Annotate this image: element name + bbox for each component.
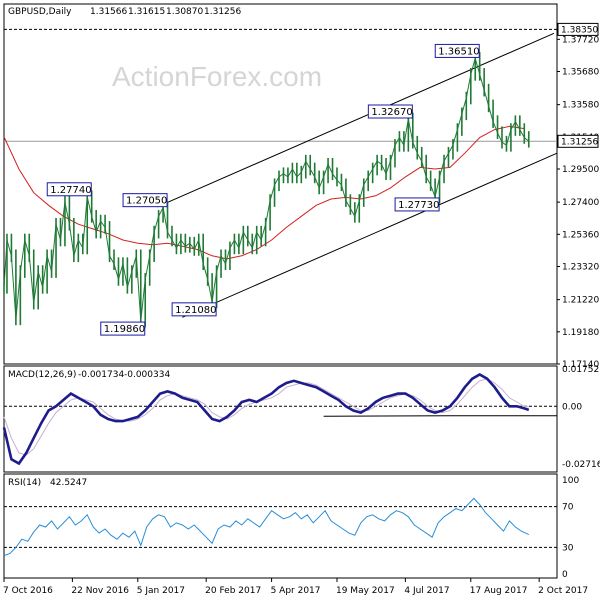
- macd-panel-frame: [3, 365, 558, 473]
- x-tick-label: 2 Oct 2017: [538, 586, 588, 596]
- symbol-label: GBPUSD,Daily: [8, 7, 72, 17]
- price-tick-label: 1.21220: [562, 296, 599, 306]
- level-callout-box: [46, 182, 92, 197]
- resistance-level-tag: [557, 22, 599, 36]
- ohlc-high: 1.31615: [128, 7, 165, 17]
- price-tick-label: 1.23320: [562, 263, 599, 273]
- macd-main-line: [2, 373, 530, 466]
- price-panel-frame: [3, 3, 558, 365]
- price-line: [3, 56, 530, 322]
- price-tick-label: 1.19180: [562, 328, 599, 338]
- channel-upper-line: [156, 32, 555, 208]
- x-tick-label: 5 Jan 2017: [137, 586, 185, 596]
- channel-lower-line: [182, 152, 558, 318]
- macd-value-signal: -0.000334: [124, 370, 170, 380]
- level-callout-label: 1.32670: [371, 107, 412, 118]
- macd-tick-label: 0.017521: [562, 365, 600, 375]
- macd-tick-label: 0.00: [562, 402, 582, 412]
- macd-signal-line: [3, 378, 529, 456]
- level-callout-label: 1.36510: [438, 46, 479, 57]
- price-tick-label: 1.37720: [562, 35, 599, 45]
- level-callout-box: [100, 321, 146, 336]
- x-tick-label: 20 Feb 2017: [205, 586, 261, 596]
- macd-tick-label: -0.027169: [562, 460, 600, 470]
- price-tick-label: 1.27400: [562, 198, 599, 208]
- level-callout-label: 1.21080: [175, 305, 216, 316]
- level-callout-label: 1.27740: [50, 185, 91, 196]
- level-callout-box: [394, 197, 440, 212]
- x-tick-label: 7 Oct 2016: [3, 586, 53, 596]
- rsi-panel-frame: [3, 473, 558, 579]
- price-tick-label: 1.17140: [562, 360, 599, 370]
- level-callout-label: 1.27050: [126, 196, 167, 207]
- ohlc-close: 1.31256: [204, 7, 241, 17]
- x-axis-layer: 7 Oct 2016 22 Nov 2016 5 Jan 2017 20 Feb 20…: [3, 578, 588, 596]
- level-callout-box: [434, 43, 480, 58]
- moving-average-line: [3, 125, 525, 260]
- rsi-value: 42.5247: [50, 478, 87, 488]
- rsi-title: RSI(14): [8, 478, 41, 488]
- level-callout-label: 1.27730: [398, 200, 439, 211]
- rsi-layer: 100 70 30 0: [3, 476, 579, 580]
- x-tick-label: 4 Jul 2017: [404, 586, 449, 596]
- macd-value-main: -0.001734: [78, 370, 124, 380]
- x-tick-label: 22 Nov 2016: [71, 586, 129, 596]
- price-tick-label: 1.25360: [562, 230, 599, 240]
- price-tick-label: 1.35680: [562, 68, 599, 78]
- rsi-tick-label: 100: [562, 476, 579, 486]
- rsi-tick-label: 70: [562, 503, 574, 513]
- level-callout-box: [171, 302, 217, 317]
- level-callout-box: [367, 104, 413, 119]
- price-tick-label: 1.29500: [562, 165, 599, 175]
- current-price-tag: [557, 134, 599, 148]
- watermark-text: ActionForex.com: [112, 61, 322, 92]
- x-tick-label: 5 Apr 2017: [271, 586, 321, 596]
- x-tick-label: 19 May 2017: [336, 586, 395, 596]
- x-tick-label: 17 Aug 2017: [470, 586, 528, 596]
- ohlc-open: 1.31566: [90, 7, 127, 17]
- rsi-tick-label: 30: [562, 543, 574, 553]
- macd-layer: 0.017521 0.00 -0.027169: [2, 365, 600, 470]
- ohlc-low: 1.30870: [166, 7, 203, 17]
- rsi-tick-label: 0: [562, 570, 568, 580]
- resistance-level-value: 1.38350: [561, 25, 598, 35]
- macd-title: MACD(12,26,9): [8, 370, 76, 380]
- price-tick-label: 1.33580: [562, 101, 599, 111]
- level-callout-label: 1.19860: [104, 324, 145, 335]
- current-price-value: 1.31256: [561, 137, 598, 147]
- level-callout-box: [122, 193, 168, 208]
- rsi-line: [3, 497, 530, 557]
- price-layer: 1.377201.356801.335801.315401.295001.274…: [3, 22, 599, 370]
